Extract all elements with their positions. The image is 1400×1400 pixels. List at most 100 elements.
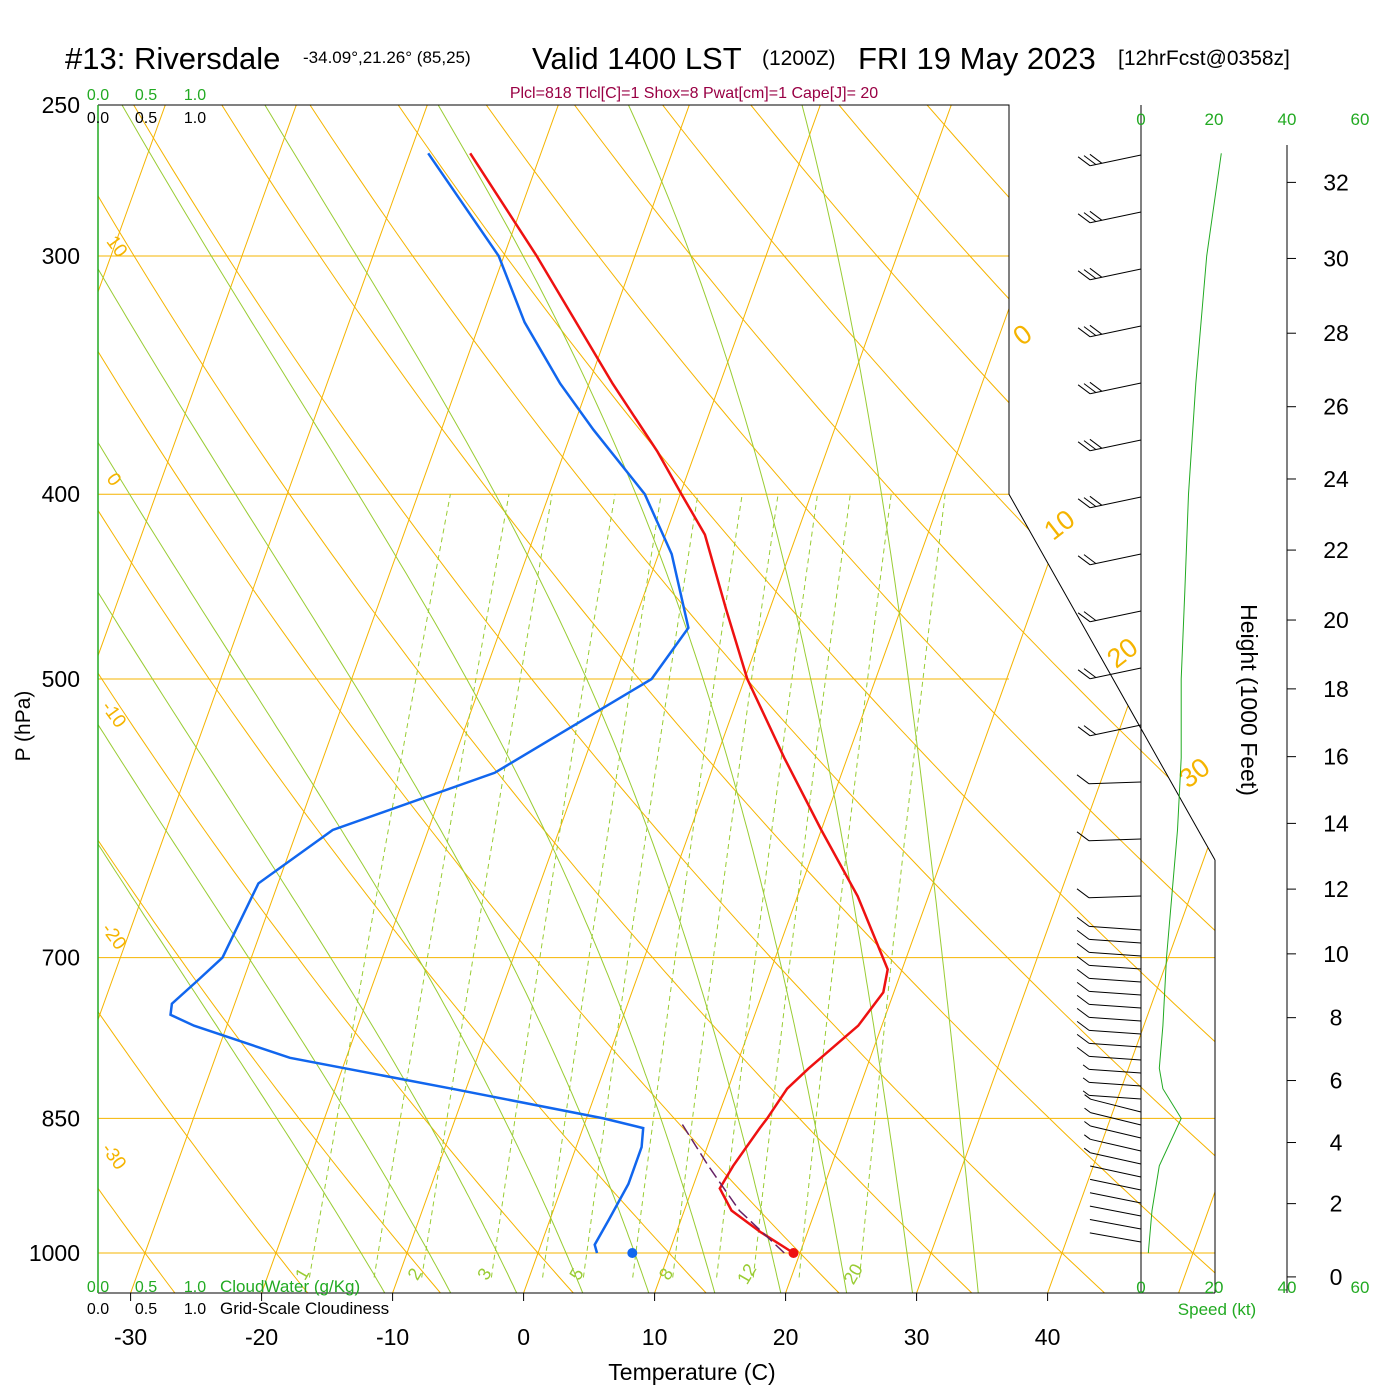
mixing-ratio-line: [752, 494, 851, 1278]
wind-barb-staff: [1089, 610, 1142, 623]
isotherm-label: 0: [102, 469, 125, 490]
height-tick-label: 18: [1323, 676, 1349, 702]
mixing-ratio-line: [373, 494, 510, 1278]
wind-barb-flag: [1089, 438, 1103, 449]
wind-barb-staff: [1090, 1125, 1142, 1139]
height-tick-label: 20: [1323, 607, 1349, 633]
wind-barb-flag: [1076, 1034, 1090, 1044]
station-coords: -34.09°,21.26° (85,25): [303, 48, 471, 67]
wind-barb-flag: [1077, 669, 1091, 680]
height-tick-label: 14: [1323, 810, 1349, 836]
pressure-tick-label: 700: [42, 945, 80, 971]
wind-barb-half: [1082, 1090, 1090, 1096]
pressure-tick-label: 1000: [29, 1240, 80, 1266]
dry-adiabat: [287, 105, 1215, 1293]
wind-barb-flag: [1089, 153, 1103, 164]
speed-tick-bottom: 0: [1136, 1278, 1145, 1297]
wind-barb-flag: [1076, 1021, 1090, 1031]
wind-barb-staff: [1088, 781, 1142, 785]
wind-barb-staff: [1089, 1003, 1142, 1009]
speed-tick-bottom: 40: [1278, 1278, 1297, 1297]
wind-barb-flag: [1083, 383, 1097, 394]
speed-tick-bottom: 60: [1351, 1278, 1370, 1297]
speed-tick-top: 40: [1278, 110, 1297, 129]
moist-adiabat: [628, 105, 915, 1293]
height-tick-label: 30: [1323, 245, 1349, 271]
wind-barb-half: [1084, 1134, 1091, 1140]
parcel-line: [680, 1122, 785, 1254]
wind-barb-flag: [1076, 995, 1090, 1005]
wind-barb-staff: [1089, 951, 1142, 957]
height-tick-label: 32: [1323, 169, 1349, 195]
wind-barb-half: [1084, 1107, 1091, 1113]
wind-barb-flag: [1076, 888, 1090, 899]
mixing-ratio-label: 2: [404, 1265, 426, 1284]
moist-adiabat: [98, 105, 522, 1293]
mixing-ratio-line: [308, 494, 451, 1278]
wind-barbs: [1076, 153, 1222, 1254]
wind-barb-staff: [1089, 925, 1142, 931]
height-tick-label: 16: [1323, 744, 1349, 770]
temperature-tick-label: 40: [1035, 1324, 1061, 1350]
wind-barb-flag: [1083, 440, 1097, 451]
wind-barb-flag: [1077, 555, 1091, 566]
temperature-tick-label: -30: [114, 1324, 147, 1350]
dry-adiabat: [98, 105, 315, 1293]
wind-barb-flag: [1077, 612, 1091, 623]
cloudwater-tick-top: 1.0: [184, 87, 206, 104]
height-tick-label: 26: [1323, 394, 1349, 420]
wind-barb-half: [1082, 1077, 1090, 1083]
wind-barb-flag: [1083, 725, 1097, 735]
surface-temperature-marker: [788, 1248, 799, 1258]
wind-barb-flag: [1076, 943, 1090, 953]
isotherm-line: [1046, 105, 1215, 1293]
temperature-tick-label: -20: [245, 1324, 278, 1350]
mixing-ratio-label: 20: [840, 1260, 867, 1287]
mixing-ratio-line: [798, 494, 892, 1278]
isotherm-line: [98, 105, 309, 1293]
mixing-ratio-line: [421, 494, 553, 1278]
isotherm-label: -30: [97, 1139, 130, 1174]
wind-barb-staff: [1089, 724, 1142, 737]
moist-adiabat: [98, 105, 653, 1293]
wind-barb-half: [1082, 1064, 1090, 1070]
height-axis-title: Height (1000 Feet): [1236, 604, 1262, 796]
wind-barb-staff: [1088, 838, 1142, 842]
pressure-tick-label: 400: [42, 481, 80, 507]
wind-barb-staff: [1090, 1165, 1142, 1178]
wind-barb-staff: [1089, 1029, 1142, 1035]
pressure-tick-label: 850: [42, 1105, 80, 1131]
moist-adiabat: [98, 105, 391, 1293]
wind-barb-staff: [1089, 667, 1142, 680]
surface-dewpoint-marker: [627, 1248, 638, 1258]
wind-barb-half: [1084, 1121, 1091, 1127]
cloudwater-tick-bottom: 1.0: [184, 1279, 206, 1296]
cloudiness-title: Grid-Scale Cloudiness: [220, 1299, 389, 1318]
wind-barb-staff: [1089, 325, 1142, 338]
wind-barb-staff: [1089, 1232, 1142, 1243]
wind-barb-flag: [1076, 930, 1090, 940]
wind-barb-flag: [1083, 212, 1097, 223]
height-tick-label: 2: [1330, 1191, 1343, 1217]
dry-adiabat: [1159, 105, 1215, 1293]
cloudiness-tick-top: 0.0: [87, 110, 109, 127]
wind-barb-staff: [1089, 1205, 1142, 1217]
dewpoint-line: [169, 152, 690, 1254]
wind-barb-flag: [1077, 213, 1091, 224]
wind-barb-half: [1084, 1094, 1091, 1100]
isotherm-line: [260, 105, 702, 1293]
pressure-tick-label: 500: [42, 666, 80, 692]
wind-barb-staff: [1089, 1219, 1142, 1230]
wind-barb-flag: [1089, 495, 1103, 506]
moist-adiabat: [98, 105, 587, 1293]
cloudwater-tick-top: 0.5: [135, 87, 157, 104]
mixing-ratio-line: [716, 494, 818, 1278]
wind-barb-staff: [1089, 1016, 1142, 1022]
dry-adiabat: [98, 105, 981, 1293]
cloudiness-tick-top: 0.5: [135, 110, 157, 127]
wind-barb-flag: [1089, 324, 1103, 335]
wind-barb-flag: [1076, 831, 1090, 842]
temperature-tick-label: 0: [517, 1324, 530, 1350]
height-tick-label: 22: [1323, 537, 1349, 563]
